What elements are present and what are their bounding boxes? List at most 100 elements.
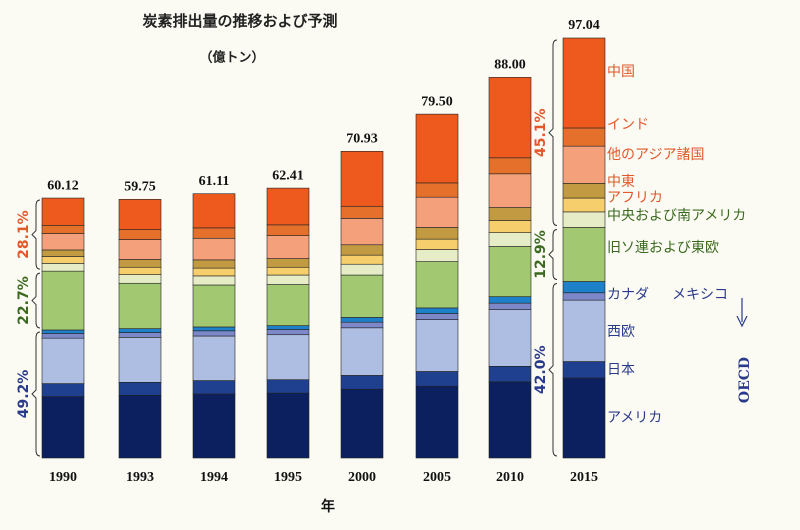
total-label: 97.04 (568, 18, 600, 33)
bar-segment (118, 229, 162, 240)
x-tick-label: 1993 (126, 470, 154, 485)
legend-label: インド (607, 117, 649, 133)
bar-segment (192, 335, 236, 381)
bar-segment (41, 337, 85, 384)
bar-segment (415, 182, 459, 198)
bar-segment (340, 218, 384, 246)
bar-segment (415, 307, 459, 314)
legend-label: メキシコ (672, 287, 728, 303)
group-label: OECD (737, 357, 753, 403)
total-label: 79.50 (421, 94, 453, 109)
bar-segment (562, 377, 606, 459)
total-label: 70.93 (346, 132, 378, 147)
bar-segment (488, 366, 532, 383)
x-tick-label: 1994 (200, 470, 228, 485)
share-bracket (548, 283, 558, 457)
bar-segment (340, 254, 384, 265)
bar-segment (118, 394, 162, 459)
bar-segment (340, 327, 384, 376)
legend-label: アフリカ (607, 190, 663, 206)
bar-segment (562, 145, 606, 184)
bar-segment (266, 224, 310, 236)
total-label: 88.00 (494, 58, 526, 73)
bar-segment (562, 281, 606, 294)
bar-segment (41, 197, 85, 226)
bar-segment (118, 337, 162, 383)
bar-segment (488, 207, 532, 221)
bar-segment (562, 183, 606, 199)
x-tick-label: 2005 (423, 470, 451, 485)
bar-segment (266, 235, 310, 259)
chart-title: 炭素排出量の推移および予測 (142, 12, 337, 30)
bar-segment (41, 333, 85, 339)
bar-segment (192, 380, 236, 395)
bar-segment (266, 334, 310, 381)
bar-segment (340, 274, 384, 318)
legend-label: 中国 (607, 64, 635, 80)
bar-segment (266, 274, 310, 285)
share-bracket (548, 39, 558, 226)
bar-segment (192, 275, 236, 286)
bar-segment (192, 267, 236, 277)
bar-segment (192, 326, 236, 332)
total-label: 61.11 (199, 174, 230, 189)
legend-label: アメリカ (607, 410, 662, 426)
bar-segment (562, 127, 606, 147)
x-axis-label: 年 (321, 498, 335, 515)
x-tick-label: 1990 (49, 470, 77, 485)
bar-segment (340, 317, 384, 323)
bar-segment (488, 173, 532, 208)
bar-segment (562, 227, 606, 282)
bar-segment (340, 388, 384, 459)
bar-segment (266, 266, 310, 276)
bar-segment (118, 266, 162, 275)
bar-segment (118, 199, 162, 230)
bar-segment (41, 233, 85, 251)
x-tick-label: 1995 (274, 470, 302, 485)
bar-segment (118, 382, 162, 396)
share-label: 42.0% (533, 345, 549, 394)
bar-segment (118, 274, 162, 284)
oecd-arrow-head (736, 315, 748, 328)
legend-label: カナダ (607, 287, 649, 303)
bar-segment (415, 249, 459, 262)
share-label: 28.1% (16, 210, 32, 259)
bar-segment (41, 249, 85, 257)
bar-segment (118, 332, 162, 338)
bar-segment (415, 261, 459, 309)
bar-segment (192, 259, 236, 269)
bar-segment (340, 263, 384, 276)
total-label: 62.41 (272, 168, 304, 183)
legend-label: 日本 (607, 362, 635, 378)
legend-label: 旧ソ連および東欧 (607, 240, 719, 256)
bar-segment (488, 246, 532, 297)
share-label: 12.9% (533, 230, 549, 279)
bar-segment (41, 383, 85, 397)
bar-segment (118, 259, 162, 268)
share-bracket (31, 272, 41, 329)
bar-segment (266, 187, 310, 226)
bar-segment (340, 151, 384, 207)
bar-segment (41, 224, 85, 234)
bar-segment (118, 282, 162, 329)
bar-segment (562, 292, 606, 301)
share-bracket (31, 331, 41, 457)
bar-segment (41, 396, 85, 459)
bar-segment (340, 321, 384, 329)
bar-segment (266, 284, 310, 326)
bar-segment (41, 256, 85, 264)
bar-segment (562, 211, 606, 228)
x-tick-label: 2015 (570, 470, 598, 485)
bar-segment (415, 371, 459, 387)
legend-label: 中央および南アメリカ (607, 208, 746, 224)
bar-segment (415, 196, 459, 228)
share-bracket (548, 228, 558, 281)
bar-segment (192, 237, 236, 261)
bar-segment (562, 299, 606, 362)
bar-segment (340, 244, 384, 256)
total-label: 59.75 (124, 180, 156, 195)
bar-segment (562, 361, 606, 379)
bar-segment (192, 193, 236, 229)
bar-segment (562, 197, 606, 213)
